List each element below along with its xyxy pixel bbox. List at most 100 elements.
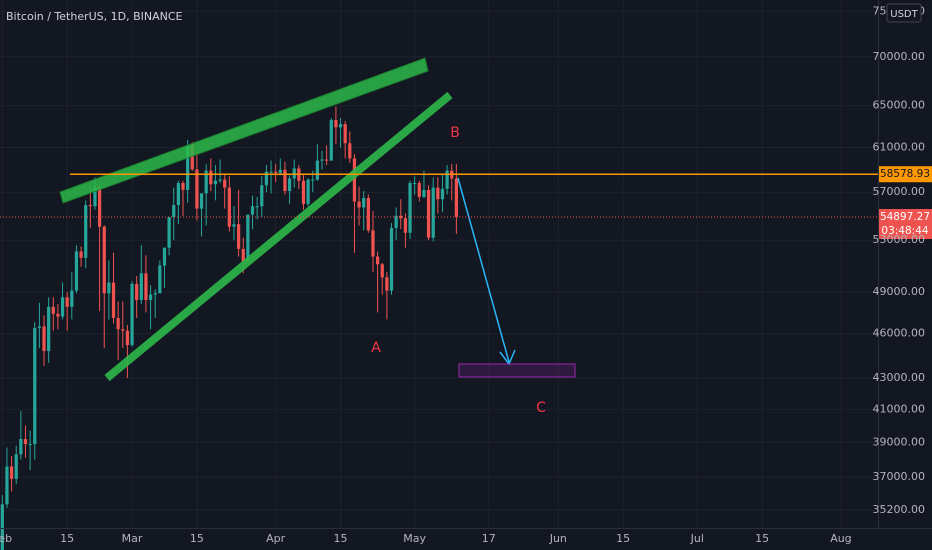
candle-body xyxy=(301,180,306,204)
candle-body xyxy=(139,273,143,301)
candle-body xyxy=(97,187,102,227)
candle-body xyxy=(130,283,134,346)
candle-body xyxy=(283,169,287,192)
candle-body xyxy=(107,282,111,294)
candle-body xyxy=(311,179,315,181)
candle-body xyxy=(28,444,32,446)
candle-body xyxy=(274,171,278,173)
candle-body xyxy=(56,313,60,317)
currency-box xyxy=(886,3,922,23)
x-tick-label: 15 xyxy=(755,532,769,545)
candle-body xyxy=(255,206,259,208)
candle-body xyxy=(250,206,255,215)
candle-body xyxy=(84,205,88,258)
candle-body xyxy=(236,224,241,249)
y-tick-label: 46000.00 xyxy=(873,327,926,340)
candle-body xyxy=(357,201,361,208)
x-tick-label: Mar xyxy=(122,532,143,545)
candle-body xyxy=(375,256,380,265)
candle-body xyxy=(362,198,366,208)
y-tick-label: 43000.00 xyxy=(873,371,926,384)
candle-body xyxy=(135,283,139,301)
candle-body xyxy=(315,160,319,180)
candle-body xyxy=(125,330,130,346)
candle-body xyxy=(269,171,273,173)
candle-body xyxy=(74,251,79,291)
candle-body xyxy=(306,179,310,204)
lower-channel xyxy=(104,91,453,382)
candle-body xyxy=(111,282,116,318)
candle-body xyxy=(426,189,431,238)
y-tick-label: 37000.00 xyxy=(873,470,926,483)
annotation: B xyxy=(450,125,460,141)
last-price-label: 54897.27 xyxy=(880,211,930,223)
candle-body xyxy=(42,326,46,351)
x-tick-label: Jul xyxy=(690,532,704,545)
candle-body xyxy=(19,439,23,455)
candle-body xyxy=(88,205,92,207)
candle-body xyxy=(176,183,181,206)
candle-body xyxy=(325,159,329,161)
candle-body xyxy=(209,170,213,185)
x-tick-label: 15 xyxy=(616,532,630,545)
candle-body xyxy=(422,189,426,197)
y-tick-label: 41000.00 xyxy=(873,402,926,415)
candle-body xyxy=(292,168,296,179)
candle-body xyxy=(204,170,208,194)
candle-body xyxy=(232,224,236,227)
level-label: 58578.93 xyxy=(880,168,930,180)
candle-body xyxy=(153,293,157,295)
candle-body xyxy=(9,466,14,479)
axis-border xyxy=(878,0,879,528)
candle-body xyxy=(352,158,357,202)
candle-body xyxy=(260,185,264,207)
candle-body xyxy=(334,120,338,128)
candle-body xyxy=(172,205,176,217)
candle-body xyxy=(399,215,403,219)
candle-body xyxy=(329,120,333,161)
candle-body xyxy=(454,178,458,218)
candle-body xyxy=(37,326,42,328)
upper-channel xyxy=(59,57,429,204)
candle-body xyxy=(51,306,55,314)
currency: USDT xyxy=(890,9,918,20)
candle-body xyxy=(394,215,398,228)
candle-body xyxy=(343,124,347,144)
candle-body xyxy=(371,230,375,257)
candle-body xyxy=(264,171,269,186)
candle-body xyxy=(144,273,148,301)
axis-border xyxy=(0,528,932,529)
y-tick-label: 57000.00 xyxy=(873,185,926,198)
candle-body xyxy=(213,180,218,185)
candle-body xyxy=(190,145,194,170)
candle-body xyxy=(380,264,384,278)
candle-body xyxy=(417,183,421,197)
candle-body xyxy=(403,218,408,233)
last-price-box xyxy=(879,209,932,240)
candle-body xyxy=(218,179,222,181)
candle-body xyxy=(348,143,352,159)
x-tick-label: Aug xyxy=(830,532,851,545)
candle-body xyxy=(186,145,190,190)
y-tick-label: 70000.00 xyxy=(873,50,926,63)
candle-body xyxy=(431,187,435,238)
candle-body xyxy=(102,226,106,294)
chart-title: Bitcoin / TetherUS, 1D, BINANCE xyxy=(6,10,183,23)
candle-body xyxy=(246,214,250,262)
candle-body xyxy=(0,504,4,550)
x-tick-label: Jun xyxy=(549,532,567,545)
candle-body xyxy=(167,216,171,248)
candle-body xyxy=(47,306,51,351)
candle-body xyxy=(148,294,153,301)
x-tick-label: Feb xyxy=(0,532,12,545)
candle-body xyxy=(199,193,204,209)
annotation: C xyxy=(536,400,546,416)
candle-body xyxy=(116,317,120,330)
x-tick-label: May xyxy=(403,532,426,545)
y-tick-label: 61000.00 xyxy=(873,141,926,154)
x-tick-label: 15 xyxy=(190,532,204,545)
candle-body xyxy=(23,439,28,445)
y-tick-label: 39000.00 xyxy=(873,435,926,448)
